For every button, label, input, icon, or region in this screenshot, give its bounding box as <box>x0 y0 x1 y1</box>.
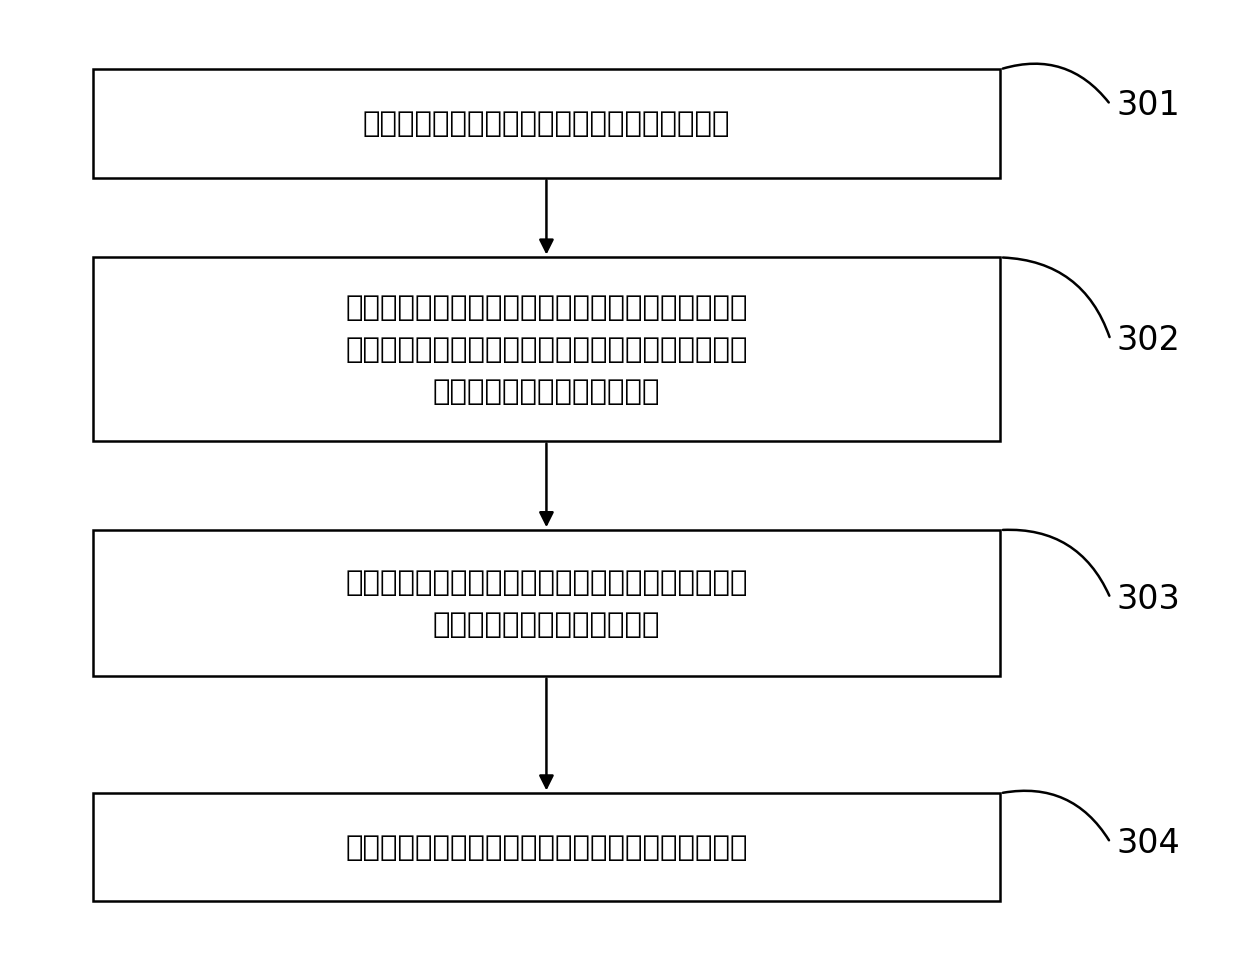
FancyBboxPatch shape <box>93 531 1001 676</box>
Text: 303: 303 <box>1116 582 1180 615</box>
FancyBboxPatch shape <box>93 794 1001 902</box>
Text: 304: 304 <box>1116 826 1180 860</box>
FancyArrowPatch shape <box>1003 530 1110 596</box>
FancyArrowPatch shape <box>1003 65 1109 103</box>
FancyBboxPatch shape <box>93 258 1001 441</box>
FancyBboxPatch shape <box>93 71 1001 178</box>
FancyArrowPatch shape <box>1003 258 1110 337</box>
Text: 获取自动驾车车辆与交通灯路口之间的行驶距离: 获取自动驾车车辆与交通灯路口之间的行驶距离 <box>362 111 730 138</box>
Text: 如果确定交通灯检测结果中未包含交通灯的状态信息
，则确定交通灯检测模块异常: 如果确定交通灯检测结果中未包含交通灯的状态信息 ，则确定交通灯检测模块异常 <box>345 568 748 639</box>
Text: 301: 301 <box>1116 89 1180 122</box>
FancyArrowPatch shape <box>1003 791 1109 841</box>
Text: 在确定行驶距离小于预设距离阈值时，获取交通检测
模块输出的交通灯检测结果，并判断交通灯检测结果
中是否包含交通灯的状态信息: 在确定行驶距离小于预设距离阈值时，获取交通检测 模块输出的交通灯检测结果，并判断… <box>345 294 748 406</box>
Text: 302: 302 <box>1116 324 1180 356</box>
Text: 根据预设的控制策略，对自动驾车车辆进行相应控制: 根据预设的控制策略，对自动驾车车辆进行相应控制 <box>345 834 748 862</box>
